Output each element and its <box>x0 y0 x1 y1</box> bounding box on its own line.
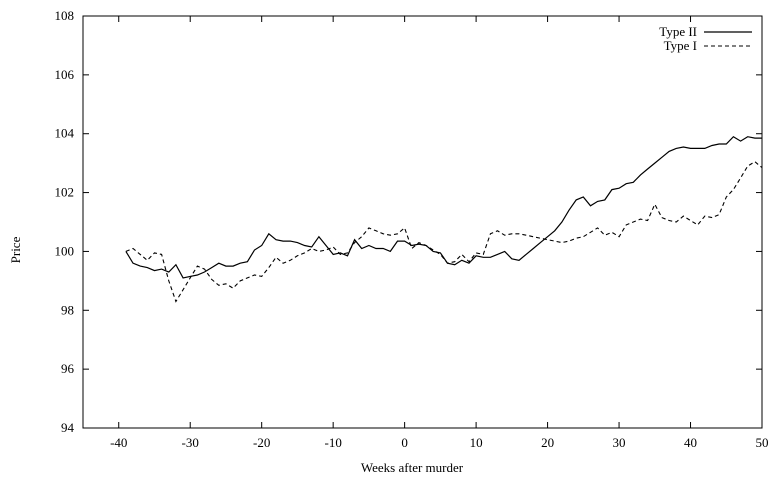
x-tick-label: 50 <box>756 435 769 450</box>
y-tick-label: 104 <box>55 126 75 141</box>
y-tick-label: 102 <box>55 185 75 200</box>
x-axis-label: Weeks after murder <box>361 460 464 475</box>
x-tick-label: 10 <box>470 435 483 450</box>
x-tick-label: 0 <box>401 435 408 450</box>
y-tick-label: 94 <box>61 420 75 435</box>
x-tick-label: -10 <box>324 435 341 450</box>
plot-frame <box>82 15 763 429</box>
x-tick-label: -20 <box>253 435 270 450</box>
series-line-type-ii <box>125 135 762 279</box>
y-tick-label: 106 <box>55 67 75 82</box>
legend-label: Type I <box>664 38 697 53</box>
x-tick-label: 30 <box>613 435 626 450</box>
x-tick-label: -40 <box>110 435 127 450</box>
x-tick-label: 20 <box>541 435 554 450</box>
x-tick-label: -30 <box>182 435 199 450</box>
legend-label: Type II <box>659 24 697 39</box>
y-tick-label: 108 <box>55 8 75 23</box>
y-tick-label: 96 <box>61 361 75 376</box>
y-tick-label: 98 <box>61 302 74 317</box>
y-tick-label: 100 <box>55 243 75 258</box>
y-axis-label: Price <box>8 236 23 263</box>
x-tick-label: 40 <box>684 435 697 450</box>
series-line-type-i <box>125 161 763 303</box>
